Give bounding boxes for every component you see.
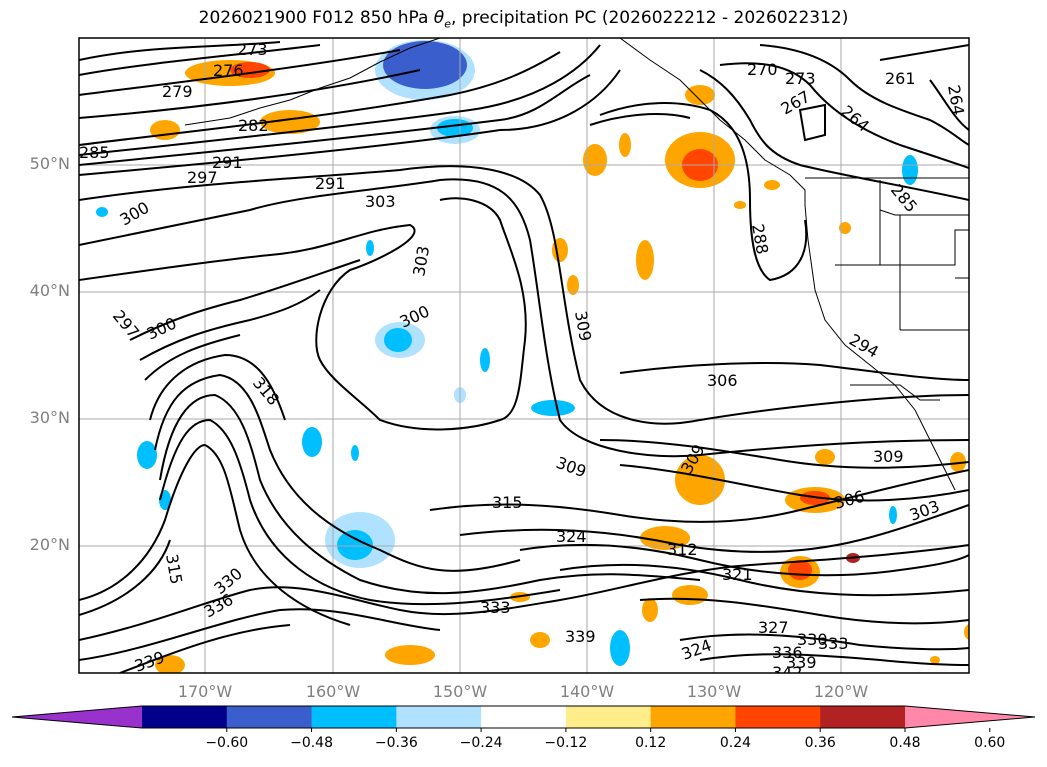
lat-label-20n: 20°N	[29, 535, 70, 554]
lon-label-160w: 160°W	[305, 682, 361, 701]
colorbar-bin	[650, 706, 736, 728]
colorbar-tick-label: −0.36	[374, 735, 418, 751]
graticule	[79, 38, 969, 673]
colorbar-tick-label: −0.60	[205, 735, 249, 751]
colorbar-tick-label: 0.60	[974, 735, 1006, 751]
svg-text:282: 282	[238, 116, 269, 135]
svg-text:291: 291	[315, 174, 346, 193]
lat-label-40n: 40°N	[29, 281, 70, 300]
map-frame	[78, 37, 970, 674]
precip-negative-patches	[96, 40, 918, 666]
colorbar-extend-max	[905, 706, 1035, 728]
svg-text:315: 315	[492, 493, 523, 512]
colorbar-outline	[11, 705, 1036, 729]
svg-text:339: 339	[786, 653, 817, 672]
lon-label-140w: 140°W	[559, 682, 615, 701]
svg-text:321: 321	[722, 565, 753, 584]
lon-label-130w: 130°W	[686, 682, 742, 701]
coastlines	[184, 38, 969, 491]
svg-text:303: 303	[365, 192, 396, 211]
colorbar-bin	[735, 706, 821, 728]
svg-text:285: 285	[79, 143, 110, 162]
colorbar-bin	[226, 706, 313, 728]
lon-label-120w: 120°W	[813, 682, 869, 701]
svg-text:312: 312	[667, 540, 698, 559]
precip-positive-patches	[150, 60, 969, 673]
colorbar-tick-label: −0.12	[544, 735, 588, 751]
lat-label-50n: 50°N	[29, 154, 70, 173]
svg-text:276: 276	[213, 61, 244, 80]
colorbar-bin	[565, 706, 652, 728]
lon-label-150w: 150°W	[432, 682, 488, 701]
svg-text:297: 297	[187, 168, 218, 187]
colorbar-tick-label: 0.24	[719, 735, 752, 751]
svg-text:309: 309	[873, 447, 904, 466]
lat-label-30n: 30°N	[29, 408, 70, 427]
colorbar-bin	[820, 706, 906, 728]
colorbar-bin	[142, 706, 228, 728]
colorbar-tick-label: 0.12	[635, 735, 667, 751]
theta-e-contours	[79, 41, 969, 673]
svg-text:330: 330	[797, 630, 828, 649]
svg-text:342: 342	[772, 663, 803, 682]
svg-text:336: 336	[772, 643, 803, 662]
lon-label-170w: 170°W	[177, 682, 233, 701]
svg-text:279: 279	[162, 82, 193, 101]
colorbar	[11, 705, 1036, 732]
svg-text:327: 327	[758, 618, 789, 637]
colorbar-tick-label: 0.36	[804, 735, 836, 751]
svg-text:324: 324	[556, 527, 587, 546]
colorbar-bin	[311, 706, 397, 728]
svg-text:333: 333	[818, 634, 849, 653]
colorbar-bin	[396, 706, 482, 728]
svg-text:273: 273	[237, 40, 268, 59]
svg-text:273: 273	[785, 69, 816, 88]
colorbar-tick-label: 0.48	[889, 735, 921, 751]
svg-text:261: 261	[885, 69, 916, 88]
colorbar-tick-label: −0.48	[290, 735, 333, 751]
svg-text:291: 291	[212, 153, 243, 172]
svg-text:339: 339	[565, 627, 596, 646]
svg-text:306: 306	[707, 371, 738, 390]
colorbar-bin	[481, 706, 567, 728]
svg-text:270: 270	[747, 60, 778, 79]
colorbar-extend-min	[12, 706, 142, 728]
colorbar-tick-label: −0.24	[459, 735, 503, 751]
map-title: 2026021900 F012 850 hPa θe, precipitatio…	[198, 8, 849, 31]
svg-text:333: 333	[480, 598, 511, 617]
